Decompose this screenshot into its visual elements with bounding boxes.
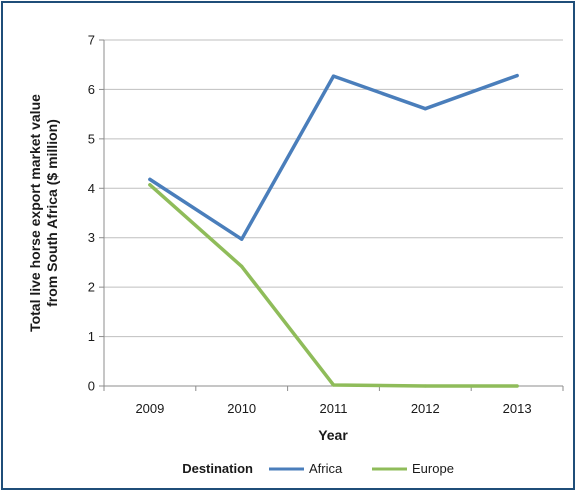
x-tick-label: 2009 xyxy=(135,401,164,416)
y-axis-title-line-2: from South Africa ($ million) xyxy=(44,119,60,307)
y-axis-title-line-1: Total live horse export market value xyxy=(27,94,43,332)
legend-label-africa: Africa xyxy=(309,461,343,476)
y-tick-label: 0 xyxy=(88,379,95,394)
data-point-africa-2011 xyxy=(331,74,336,78)
x-tick-label: 2013 xyxy=(503,401,532,416)
x-axis-title: Year xyxy=(318,427,348,443)
x-tick-labels: 2009 2010 2011 2012 2013 xyxy=(135,401,531,416)
data-point-africa-2012 xyxy=(423,107,427,111)
x-tick-label: 2012 xyxy=(411,401,440,416)
data-point-europe-2013 xyxy=(515,384,519,388)
gridlines xyxy=(99,39,563,387)
data-point-africa-2010 xyxy=(240,237,244,241)
data-point-africa-2009 xyxy=(148,177,152,181)
data-point-europe-2012 xyxy=(423,384,427,388)
data-point-europe-2009 xyxy=(148,183,152,187)
y-tick-label: 3 xyxy=(88,230,95,245)
y-tick-label: 6 xyxy=(88,82,95,97)
series-lines xyxy=(148,73,519,388)
data-point-africa-2013 xyxy=(515,73,519,78)
legend-title: Destination xyxy=(182,461,253,476)
y-tick-label: 4 xyxy=(88,181,95,196)
y-tick-label: 5 xyxy=(88,131,95,146)
x-tick-label: 2011 xyxy=(320,401,348,416)
legend-label-europe: Europe xyxy=(412,461,454,476)
y-tick-labels: 0 1 2 3 4 5 6 7 xyxy=(88,33,95,394)
data-point-europe-2011 xyxy=(331,383,336,387)
data-point-europe-2010 xyxy=(240,264,244,268)
y-tick-label: 7 xyxy=(88,33,95,48)
y-tick-label: 1 xyxy=(88,329,95,344)
axes xyxy=(103,40,564,391)
legend: Destination Africa Europe xyxy=(182,461,454,476)
x-tick-label: 2010 xyxy=(227,401,256,416)
y-tick-label: 2 xyxy=(88,280,95,295)
series-line-africa xyxy=(148,73,519,241)
